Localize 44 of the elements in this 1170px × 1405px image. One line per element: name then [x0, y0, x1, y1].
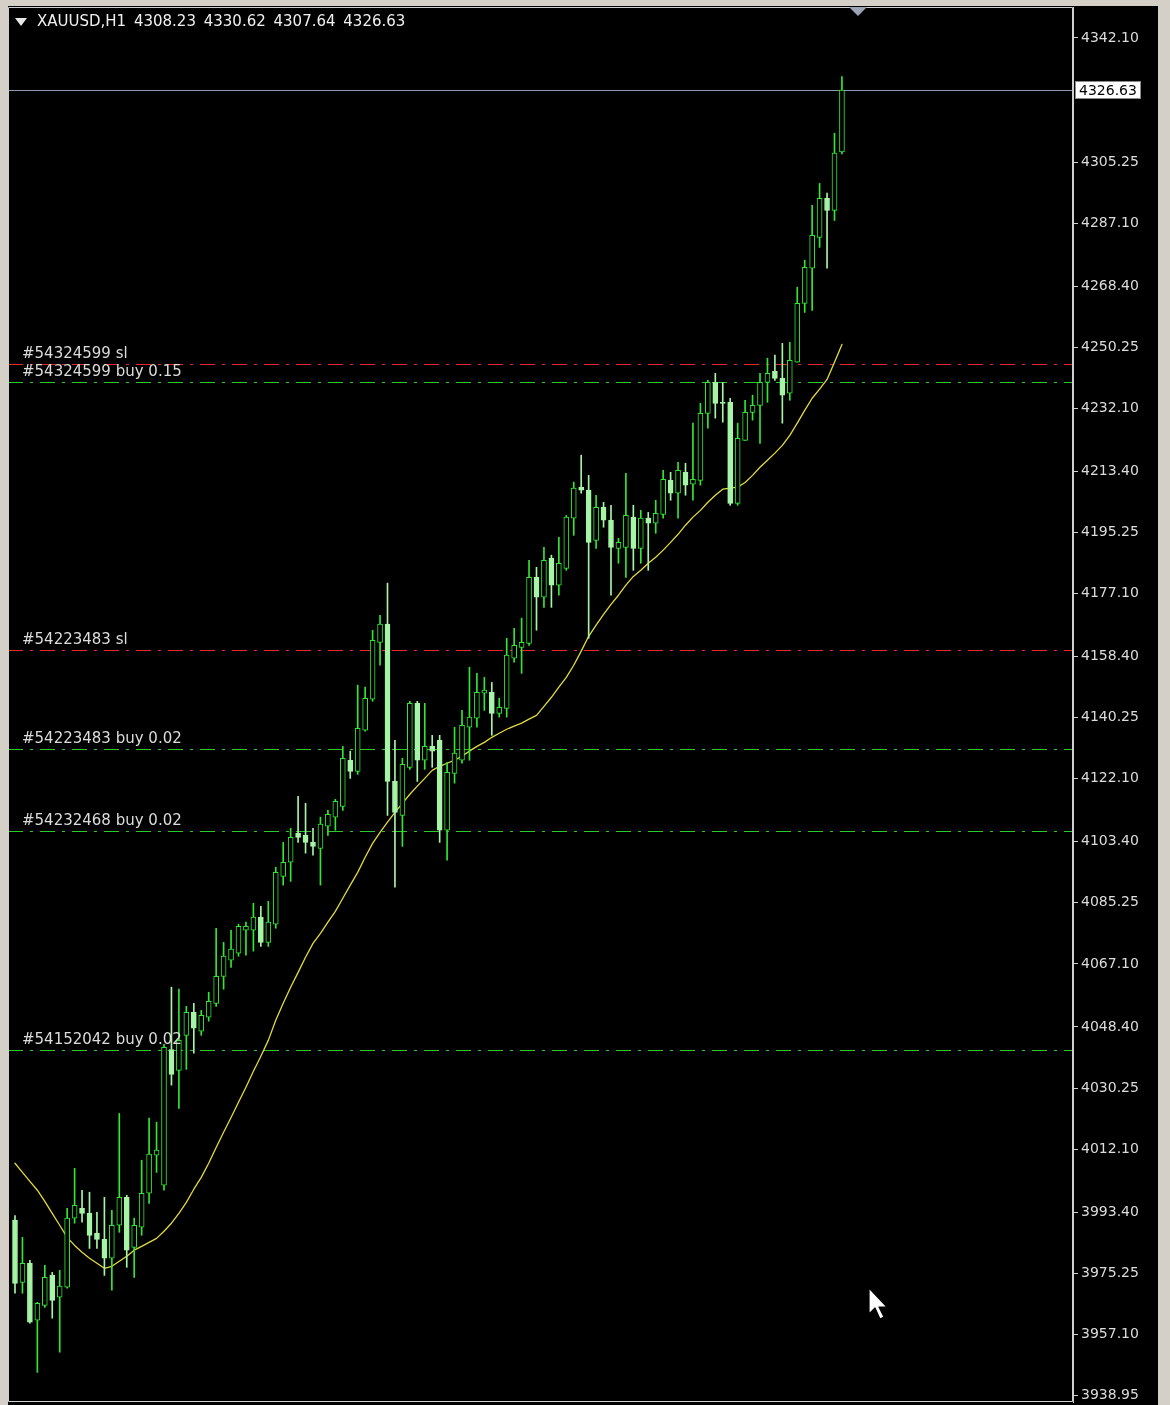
- ref-line-label: #54223483 sl: [22, 630, 128, 649]
- y-tick-label: 3938.95: [1081, 1386, 1139, 1403]
- ref-line-label: #54223483 buy 0.02: [22, 729, 182, 748]
- ref-line-label: 4326.63: [1075, 81, 1141, 100]
- candlestick: [719, 382, 726, 423]
- y-tick-label: 3957.10: [1081, 1324, 1139, 1341]
- candlestick: [429, 734, 436, 768]
- candlestick: [392, 740, 398, 888]
- y-tick-label: 4195.25: [1081, 523, 1139, 540]
- candlestick: [56, 1270, 63, 1353]
- y-tick-label: 4268.40: [1081, 276, 1139, 293]
- y-tick-label: 4085.25: [1081, 893, 1139, 910]
- y-tick-label: 4048.40: [1081, 1017, 1139, 1034]
- y-tick-label: 4177.10: [1081, 584, 1139, 601]
- candlestick: [79, 1189, 85, 1223]
- chart-title: XAUUSD,H1 4308.23 4330.62 4307.64 4326.63: [37, 12, 406, 30]
- y-tick-label: 4012.10: [1081, 1139, 1139, 1156]
- y-tick-label: 4140.25: [1081, 708, 1139, 725]
- candlestick: [310, 827, 316, 856]
- candlestick: [421, 702, 428, 770]
- candlestick: [116, 1113, 123, 1233]
- y-tick-label: 4342.10: [1081, 28, 1139, 45]
- y-tick-label: 4232.10: [1081, 399, 1139, 415]
- y-tick-label: 4158.40: [1081, 647, 1139, 664]
- y-tick-label: 4067.10: [1081, 954, 1139, 971]
- candlestick: [824, 192, 830, 269]
- candlestick: [645, 512, 652, 571]
- y-tick-label: 4305.25: [1081, 152, 1139, 169]
- y-tick-label: 4250.25: [1081, 337, 1139, 354]
- y-tick-label: 4103.40: [1081, 832, 1139, 849]
- ref-line-label: #54232468 buy 0.02: [22, 810, 182, 829]
- y-tick-label: 3975.25: [1081, 1263, 1139, 1280]
- candlestick: [94, 1212, 100, 1249]
- y-tick-label: 3993.40: [1081, 1202, 1139, 1219]
- y-tick-label: 4287.10: [1081, 213, 1139, 230]
- ref-line-label: #54324599 sl: [22, 343, 128, 362]
- candlestick: [690, 422, 696, 501]
- y-tick-label: 4213.40: [1081, 461, 1139, 478]
- y-tick-label: 4030.25: [1081, 1078, 1139, 1095]
- ref-line-label: #54324599 buy 0.15: [22, 362, 182, 381]
- candlestick: [243, 921, 249, 956]
- candlestick: [295, 795, 301, 843]
- y-tick-label: 4122.10: [1081, 769, 1139, 786]
- candlestick: [578, 454, 585, 494]
